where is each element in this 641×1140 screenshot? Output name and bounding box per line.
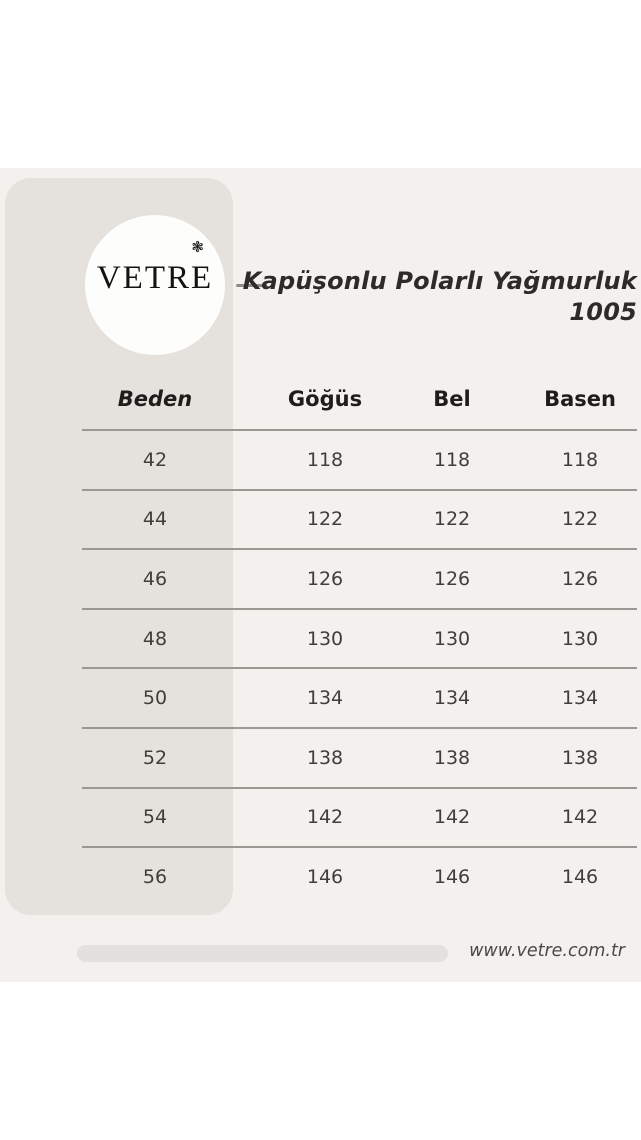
- column-header-beden: Beden: [117, 386, 193, 411]
- column-header-basen: Basen: [544, 386, 616, 411]
- table-header-row: Beden Göğüs Bel Basen: [82, 368, 637, 429]
- cell-basen: 134: [561, 687, 599, 710]
- table-row: 46 126 126 126: [82, 548, 637, 608]
- cell-basen: 122: [561, 508, 599, 531]
- product-title: Kapüşonlu Polarlı Yağmurluk 1005: [217, 266, 637, 328]
- cell-beden: 54: [142, 806, 168, 829]
- cell-basen: 130: [561, 627, 599, 650]
- brand-logo-text: VETRE: [96, 259, 214, 296]
- table-row: 48 130 130 130: [82, 607, 637, 668]
- table-row: 52 138 138 138: [82, 726, 637, 787]
- cell-bel: 130: [433, 627, 471, 650]
- cell-gogus: 134: [306, 687, 344, 710]
- footer-divider-bar: [77, 945, 448, 962]
- cell-beden: 56: [142, 865, 168, 888]
- cell-bel: 118: [433, 448, 471, 471]
- table-row: 54 142 142 142: [82, 786, 637, 847]
- product-code: 1005: [569, 298, 637, 326]
- cell-basen: 138: [561, 746, 599, 769]
- cell-beden: 44: [142, 508, 168, 531]
- cell-bel: 126: [433, 567, 471, 590]
- column-header-gogus: Göğüs: [287, 386, 363, 411]
- column-header-bel: Bel: [433, 386, 471, 411]
- cell-gogus: 122: [306, 508, 344, 531]
- cell-gogus: 130: [306, 627, 344, 650]
- brand-logo: VETRE ❃: [85, 215, 225, 355]
- cell-beden: 52: [142, 746, 168, 769]
- cell-bel: 138: [433, 746, 471, 769]
- cell-beden: 42: [142, 448, 168, 471]
- title-dash-divider: [236, 284, 267, 287]
- cell-basen: 146: [561, 865, 599, 888]
- logo-ornament-icon: ❃: [191, 238, 204, 256]
- cell-basen: 126: [561, 567, 599, 590]
- cell-beden: 50: [142, 687, 168, 710]
- table-row: 56 146 146 146: [82, 846, 637, 906]
- table-row: 44 122 122 122: [82, 488, 637, 549]
- size-table: Beden Göğüs Bel Basen 42 118 118 118 44 …: [82, 368, 637, 906]
- table-row: 42 118 118 118: [82, 429, 637, 489]
- website-url: www.vetre.com.tr: [469, 941, 625, 961]
- product-name: Kapüşonlu Polarlı Yağmurluk: [242, 267, 637, 295]
- cell-bel: 142: [433, 806, 471, 829]
- cell-bel: 122: [433, 508, 471, 531]
- table-row: 50 134 134 134: [82, 667, 637, 727]
- cell-basen: 118: [561, 448, 599, 471]
- cell-beden: 46: [142, 567, 168, 590]
- cell-gogus: 118: [306, 448, 344, 471]
- cell-beden: 48: [142, 627, 168, 650]
- cell-bel: 146: [433, 865, 471, 888]
- cell-bel: 134: [433, 687, 471, 710]
- cell-gogus: 138: [306, 746, 344, 769]
- cell-basen: 142: [561, 806, 599, 829]
- cell-gogus: 146: [306, 865, 344, 888]
- cell-gogus: 126: [306, 567, 344, 590]
- cell-gogus: 142: [306, 806, 344, 829]
